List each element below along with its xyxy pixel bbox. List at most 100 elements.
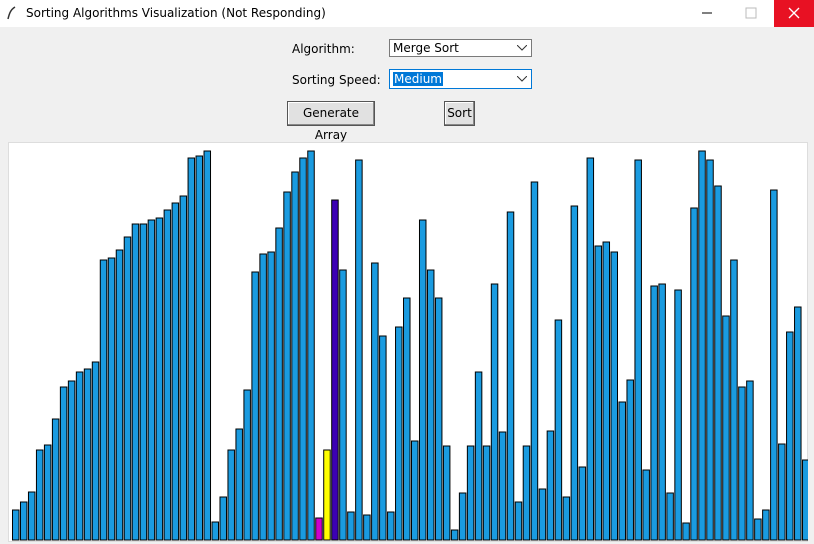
bar — [778, 443, 786, 541]
bar — [179, 195, 188, 541]
window-controls[interactable] — [690, 0, 814, 27]
bar — [243, 389, 251, 541]
speed-value: Medium — [393, 72, 443, 86]
bar — [91, 361, 100, 541]
bar — [187, 157, 196, 541]
bar — [642, 469, 650, 541]
bar — [650, 285, 658, 541]
bar — [12, 509, 20, 541]
bar — [418, 219, 427, 541]
bar — [371, 262, 379, 541]
bar — [658, 283, 666, 541]
bar — [506, 211, 515, 541]
bar — [522, 445, 531, 541]
bar — [323, 449, 331, 541]
speed-select[interactable]: Medium — [389, 69, 532, 89]
bar — [802, 459, 808, 541]
bar — [67, 380, 76, 541]
speed-label: Sorting Speed: — [292, 73, 381, 87]
bar — [442, 445, 451, 541]
bar — [482, 445, 491, 541]
bar — [115, 249, 124, 541]
bar — [722, 315, 730, 541]
bar — [227, 449, 235, 541]
bar — [426, 269, 435, 541]
bar — [75, 371, 84, 541]
bar — [538, 488, 547, 541]
bar — [754, 518, 762, 541]
bar — [794, 306, 802, 541]
bar — [730, 259, 738, 541]
bar — [546, 430, 555, 541]
algorithm-select[interactable]: Merge Sort — [389, 39, 532, 57]
bar — [586, 157, 595, 541]
bar — [51, 418, 60, 541]
bar — [171, 202, 180, 541]
title-bar: Sorting Algorithms Visualization (Not Re… — [0, 0, 814, 27]
bar — [674, 289, 682, 541]
bar — [363, 514, 371, 541]
window-title: Sorting Algorithms Visualization (Not Re… — [26, 6, 326, 20]
bar — [123, 236, 132, 541]
bar — [27, 491, 36, 541]
bar — [706, 159, 714, 541]
generate-array-button[interactable]: Generate Array — [287, 101, 375, 142]
bar — [275, 227, 283, 541]
dropdown-arrow — [517, 76, 527, 82]
bar — [618, 401, 626, 541]
bar — [474, 371, 483, 541]
bar — [514, 501, 523, 541]
bar — [602, 241, 611, 541]
bar — [19, 501, 28, 541]
bar — [347, 511, 355, 541]
bar — [339, 269, 347, 541]
bar — [331, 199, 339, 541]
bar — [59, 386, 68, 541]
bar — [307, 150, 315, 541]
bar — [355, 159, 363, 541]
bar — [498, 431, 507, 541]
bar — [259, 253, 267, 541]
bar — [99, 259, 108, 541]
bar — [458, 492, 467, 541]
bar — [387, 511, 395, 541]
bar — [395, 326, 403, 541]
bar — [291, 171, 299, 541]
bar — [411, 440, 419, 541]
bar — [562, 496, 571, 541]
bar — [315, 517, 323, 541]
bar — [235, 428, 243, 541]
bar — [139, 223, 148, 541]
canvas-border — [8, 142, 808, 542]
dropdown-arrow — [517, 45, 527, 51]
bar — [35, 449, 44, 541]
algorithm-value: Merge Sort — [393, 41, 459, 55]
bar — [738, 386, 746, 541]
bar — [211, 521, 219, 541]
bar — [746, 380, 754, 541]
bar — [43, 444, 52, 541]
bar — [578, 466, 587, 541]
bar — [634, 159, 642, 541]
bar-canvas — [8, 142, 808, 542]
bar — [267, 251, 275, 541]
bar — [403, 297, 411, 541]
bar — [594, 245, 603, 541]
bar — [682, 522, 690, 541]
app-icon — [7, 6, 16, 20]
bar — [283, 191, 291, 541]
bar — [786, 331, 794, 541]
bar — [147, 219, 156, 541]
bar — [570, 205, 579, 541]
bar — [626, 379, 634, 541]
bar — [219, 496, 227, 541]
algorithm-label: Algorithm: — [292, 42, 355, 56]
bar — [770, 189, 778, 541]
bar — [762, 509, 770, 541]
sort-button[interactable]: Sort — [444, 101, 475, 126]
bar — [379, 335, 387, 541]
bar — [714, 185, 722, 541]
bar — [490, 283, 499, 541]
bar — [195, 155, 204, 541]
bar — [251, 271, 259, 541]
